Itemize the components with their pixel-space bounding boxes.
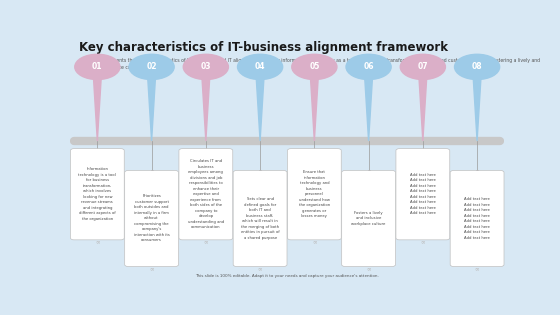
FancyBboxPatch shape — [179, 149, 233, 240]
Text: ∞: ∞ — [150, 266, 154, 272]
Circle shape — [455, 54, 500, 79]
Text: ∞: ∞ — [475, 266, 479, 272]
Text: 01: 01 — [92, 62, 102, 72]
Text: Add text here
Add text here
Add text here
Add text here
Add text here
Add text h: Add text here Add text here Add text her… — [464, 197, 490, 240]
Text: This slide represents the key characteristics of the business and IT alignment, : This slide represents the key characteri… — [78, 58, 540, 70]
Text: 04: 04 — [255, 62, 265, 72]
Text: ∞: ∞ — [203, 240, 208, 245]
Polygon shape — [148, 77, 156, 141]
Text: 03: 03 — [200, 62, 211, 72]
Text: Ensure that
information
technology and
business
personnel
understand how
the org: Ensure that information technology and b… — [299, 170, 330, 218]
Text: Prioritizes
customer support
both outsides and
internally in a firm
without
comp: Prioritizes customer support both outsid… — [134, 194, 170, 243]
Polygon shape — [365, 77, 372, 141]
FancyBboxPatch shape — [233, 170, 287, 266]
Text: 08: 08 — [472, 62, 482, 72]
Text: 07: 07 — [418, 62, 428, 72]
Text: ∞: ∞ — [366, 266, 371, 272]
Circle shape — [346, 54, 391, 79]
Text: Add text here
Add text here
Add text here
Add text here
Add text here
Add text h: Add text here Add text here Add text her… — [410, 173, 436, 215]
Polygon shape — [256, 77, 264, 141]
Text: ∞: ∞ — [258, 266, 263, 272]
Circle shape — [400, 54, 445, 79]
Text: ∞: ∞ — [421, 240, 425, 245]
Circle shape — [237, 54, 283, 79]
Text: Fosters a lively
and inclusive
workplace culture: Fosters a lively and inclusive workplace… — [352, 211, 386, 226]
Text: ∞: ∞ — [312, 240, 316, 245]
Polygon shape — [473, 77, 481, 141]
FancyBboxPatch shape — [287, 149, 341, 240]
Text: ∞: ∞ — [95, 240, 100, 245]
Circle shape — [75, 54, 120, 79]
Text: Circulates IT and
business
employees among
divisions and job
responsibilities to: Circulates IT and business employees amo… — [188, 159, 224, 229]
Text: 02: 02 — [146, 62, 157, 72]
FancyBboxPatch shape — [71, 149, 124, 240]
Polygon shape — [94, 77, 101, 141]
FancyBboxPatch shape — [396, 149, 450, 240]
Text: 05: 05 — [309, 62, 320, 72]
FancyBboxPatch shape — [450, 170, 504, 266]
Polygon shape — [310, 77, 318, 141]
Text: Sets clear and
defined goals for
both IT and
business staff,
which will result i: Sets clear and defined goals for both IT… — [241, 197, 279, 240]
Circle shape — [292, 54, 337, 79]
FancyBboxPatch shape — [125, 170, 179, 266]
Text: 06: 06 — [363, 62, 374, 72]
FancyBboxPatch shape — [342, 170, 395, 266]
Circle shape — [183, 54, 228, 79]
Polygon shape — [419, 77, 427, 141]
Circle shape — [129, 54, 174, 79]
Text: This slide is 100% editable. Adapt it to your needs and capture your audience's : This slide is 100% editable. Adapt it to… — [195, 274, 379, 278]
Text: Key characteristics of IT-business alignment framework: Key characteristics of IT-business align… — [78, 42, 447, 54]
Polygon shape — [202, 77, 210, 141]
Text: Information
technology is a tool
for business
transformation,
which involves
loo: Information technology is a tool for bus… — [78, 168, 116, 221]
